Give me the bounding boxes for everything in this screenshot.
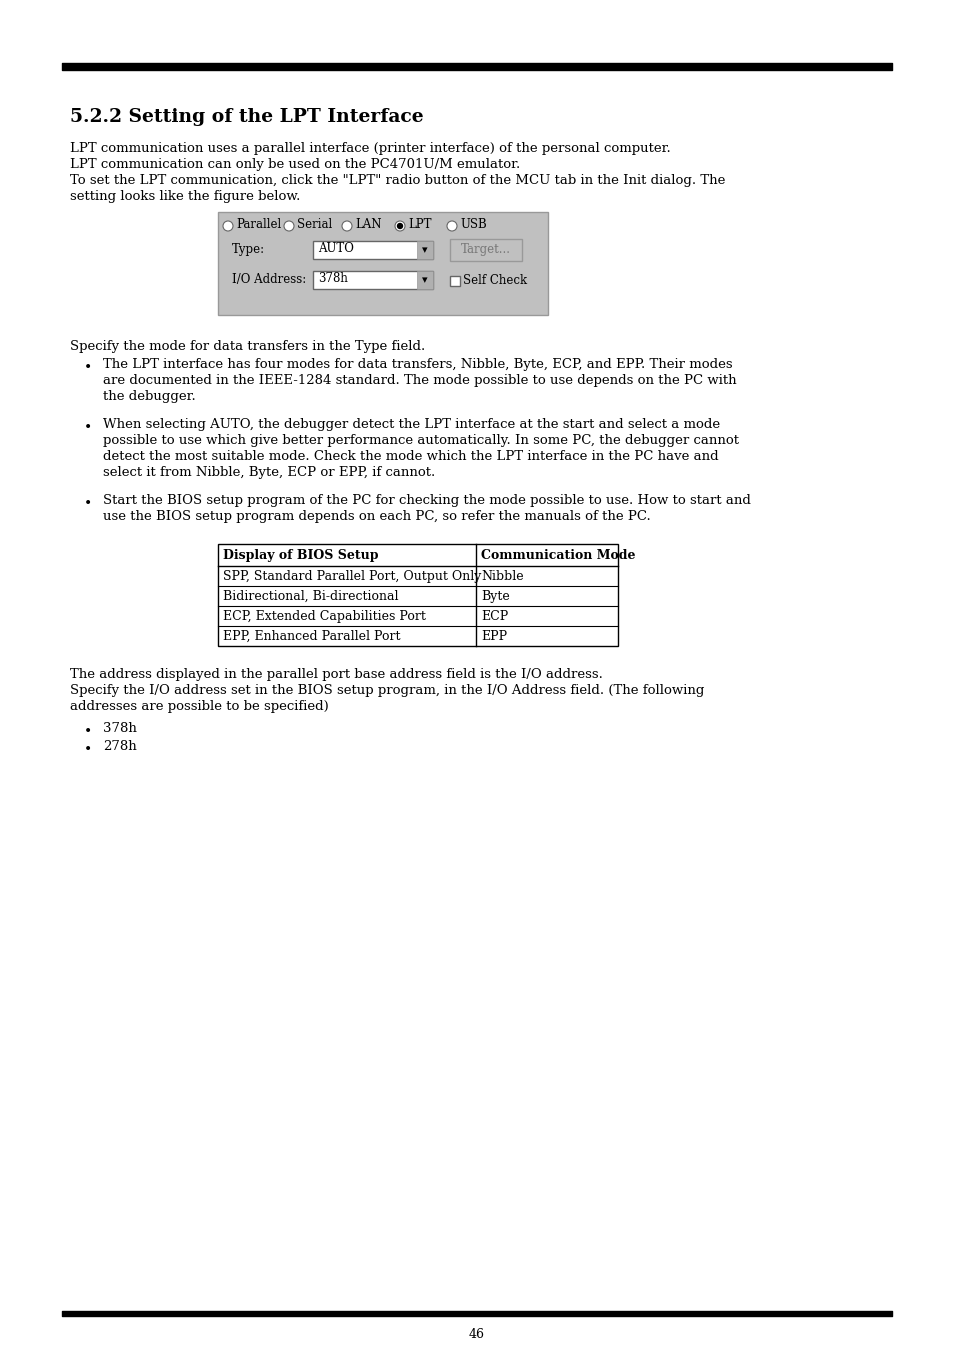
Text: AUTO: AUTO xyxy=(317,242,354,255)
Text: Nibble: Nibble xyxy=(480,570,523,583)
Text: Display of BIOS Setup: Display of BIOS Setup xyxy=(223,549,378,562)
Text: Bidirectional, Bi-directional: Bidirectional, Bi-directional xyxy=(223,590,398,603)
Text: •: • xyxy=(84,724,92,738)
Text: Target...: Target... xyxy=(460,243,511,256)
Circle shape xyxy=(341,221,352,231)
Bar xyxy=(416,242,433,259)
Circle shape xyxy=(395,221,405,231)
Text: use the BIOS setup program depends on each PC, so refer the manuals of the PC.: use the BIOS setup program depends on ea… xyxy=(103,510,650,522)
Text: 378h: 378h xyxy=(317,271,348,285)
Bar xyxy=(450,275,459,286)
Text: Self Check: Self Check xyxy=(462,274,527,286)
Text: The address displayed in the parallel port base address field is the I/O address: The address displayed in the parallel po… xyxy=(70,668,602,680)
Text: Start the BIOS setup program of the PC for checking the mode possible to use. Ho: Start the BIOS setup program of the PC f… xyxy=(103,494,750,508)
Text: setting looks like the figure below.: setting looks like the figure below. xyxy=(70,190,300,202)
Text: 278h: 278h xyxy=(103,740,136,753)
Text: select it from Nibble, Byte, ECP or EPP, if cannot.: select it from Nibble, Byte, ECP or EPP,… xyxy=(103,466,435,479)
Text: Communication Mode: Communication Mode xyxy=(480,549,635,562)
Text: detect the most suitable mode. Check the mode which the LPT interface in the PC : detect the most suitable mode. Check the… xyxy=(103,450,718,463)
Text: ▾: ▾ xyxy=(422,275,427,285)
Text: LPT communication uses a parallel interface (printer interface) of the personal : LPT communication uses a parallel interf… xyxy=(70,142,670,155)
Text: •: • xyxy=(84,360,92,374)
Text: Specify the mode for data transfers in the Type field.: Specify the mode for data transfers in t… xyxy=(70,340,425,352)
Text: addresses are possible to be specified): addresses are possible to be specified) xyxy=(70,701,329,713)
Text: ▾: ▾ xyxy=(422,244,427,255)
Circle shape xyxy=(397,224,402,228)
Text: EPP: EPP xyxy=(480,630,507,643)
Circle shape xyxy=(284,221,294,231)
Text: I/O Address:: I/O Address: xyxy=(232,274,306,286)
Text: LAN: LAN xyxy=(355,219,381,231)
Bar xyxy=(218,544,618,647)
Bar xyxy=(416,271,433,289)
Text: the debugger.: the debugger. xyxy=(103,390,195,404)
Text: 5.2.2 Setting of the LPT Interface: 5.2.2 Setting of the LPT Interface xyxy=(70,108,423,126)
Text: USB: USB xyxy=(459,219,486,231)
Text: ECP, Extended Capabilities Port: ECP, Extended Capabilities Port xyxy=(223,610,425,622)
Text: When selecting AUTO, the debugger detect the LPT interface at the start and sele: When selecting AUTO, the debugger detect… xyxy=(103,418,720,431)
Text: Type:: Type: xyxy=(232,243,265,256)
Bar xyxy=(218,212,547,315)
Text: •: • xyxy=(84,495,92,510)
Circle shape xyxy=(223,221,233,231)
Text: ECP: ECP xyxy=(480,610,508,622)
Bar xyxy=(313,271,433,289)
Text: SPP, Standard Parallel Port, Output Only: SPP, Standard Parallel Port, Output Only xyxy=(223,570,481,583)
Text: possible to use which give better performance automatically. In some PC, the deb: possible to use which give better perfor… xyxy=(103,433,739,447)
Text: Byte: Byte xyxy=(480,590,509,603)
Text: Specify the I/O address set in the BIOS setup program, in the I/O Address field.: Specify the I/O address set in the BIOS … xyxy=(70,684,703,697)
Circle shape xyxy=(447,221,456,231)
Text: EPP, Enhanced Parallel Port: EPP, Enhanced Parallel Port xyxy=(223,630,400,643)
Text: •: • xyxy=(84,420,92,433)
Text: •: • xyxy=(84,743,92,756)
Text: Serial: Serial xyxy=(296,219,332,231)
Text: To set the LPT communication, click the "LPT" radio button of the MCU tab in the: To set the LPT communication, click the … xyxy=(70,174,724,188)
Text: The LPT interface has four modes for data transfers, Nibble, Byte, ECP, and EPP.: The LPT interface has four modes for dat… xyxy=(103,358,732,371)
Bar xyxy=(313,242,433,259)
Text: are documented in the IEEE-1284 standard. The mode possible to use depends on th: are documented in the IEEE-1284 standard… xyxy=(103,374,736,387)
Bar xyxy=(450,239,521,261)
Text: LPT: LPT xyxy=(408,219,431,231)
Text: LPT communication can only be used on the PC4701U/M emulator.: LPT communication can only be used on th… xyxy=(70,158,519,171)
Text: 46: 46 xyxy=(469,1328,484,1342)
Text: Parallel: Parallel xyxy=(235,219,281,231)
Text: 378h: 378h xyxy=(103,722,136,734)
